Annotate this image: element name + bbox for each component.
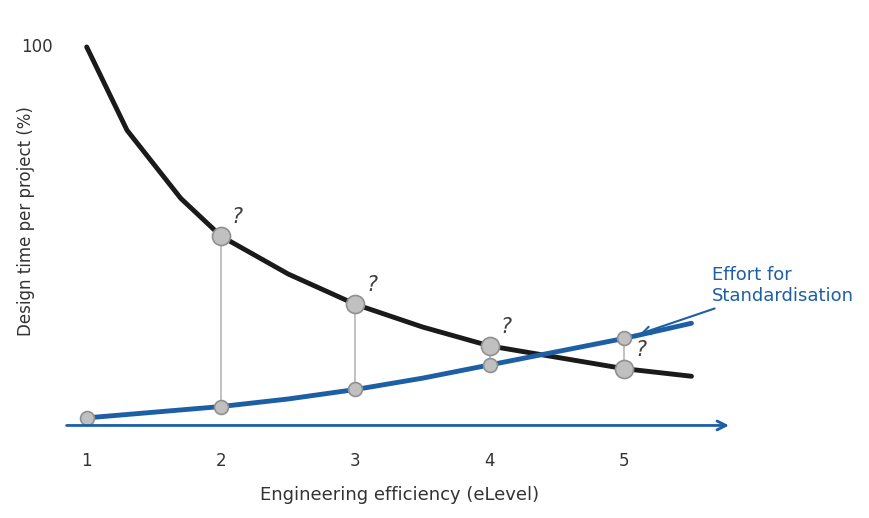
Text: 3: 3 [349,452,361,470]
Text: ?: ? [366,276,377,295]
Text: 100: 100 [22,38,53,56]
Text: ?: ? [500,317,511,337]
Text: 4: 4 [484,452,494,470]
Text: Engineering efficiency (eLevel): Engineering efficiency (eLevel) [259,486,538,504]
Text: ?: ? [231,207,242,227]
Text: 1: 1 [82,452,92,470]
Text: ?: ? [634,340,646,360]
Text: 5: 5 [618,452,629,470]
Text: Effort for
Standardisation: Effort for Standardisation [642,266,852,334]
Text: Design time per project (%): Design time per project (%) [17,106,35,336]
Text: 2: 2 [216,452,226,470]
